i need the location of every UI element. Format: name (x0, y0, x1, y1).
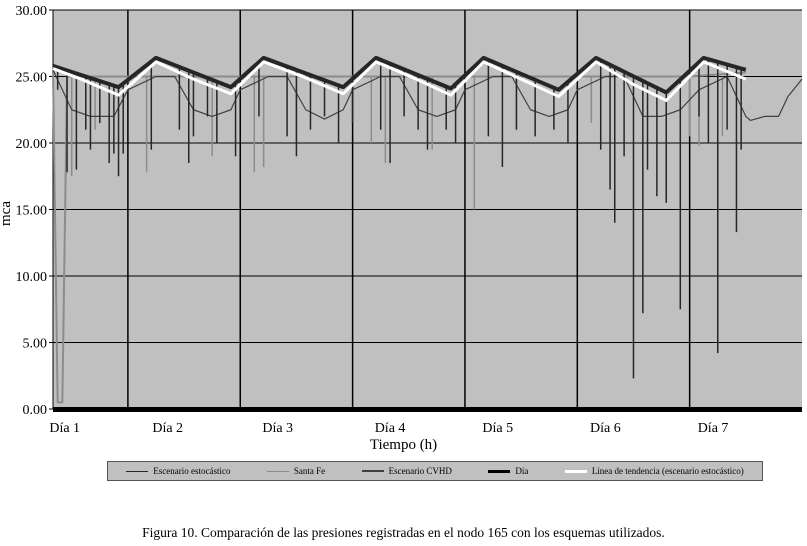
pressure-chart: 0.00 5.00 10.00 15.00 20.00 25.00 30.00 Día 1 Dí… (16, 4, 803, 436)
x-tick-label: Día 6 (590, 421, 621, 436)
legend-label: Línea de tendencia (escenario estocástic… (591, 466, 744, 476)
stochastic-line (52, 55, 747, 95)
legend: Escenario estocástico Santa Fe Escenario… (107, 461, 763, 481)
y-axis-label: mca (0, 201, 14, 226)
dia-series-baseline (53, 407, 802, 412)
legend-swatch (488, 469, 511, 473)
y-tick-label: 20.00 (16, 137, 48, 152)
x-tick-label: Día 5 (482, 421, 513, 436)
y-tick-label: 30.00 (16, 4, 48, 19)
x-tick-label: Día 7 (698, 421, 729, 436)
y-tick-label: 10.00 (16, 270, 48, 285)
legend-label: Escenario estocástico (153, 466, 231, 476)
legend-swatch (266, 470, 289, 472)
trend-line (52, 60, 747, 102)
y-tick-label: 0.00 (23, 403, 48, 418)
legend-item: Línea de tendencia (escenario estocástic… (564, 466, 744, 476)
legend-item: Escenario estocástico (126, 466, 230, 476)
x-tick-label: Día 3 (262, 421, 293, 436)
legend-label: Santa Fe (293, 466, 326, 476)
legend-swatch (564, 469, 587, 473)
x-tick-label: Día 4 (375, 421, 406, 436)
legend-item: Día (488, 466, 528, 476)
x-tick-label: Día 2 (152, 421, 183, 436)
legend-item: Santa Fe (266, 466, 326, 476)
y-tick-label: 5.00 (23, 337, 48, 352)
x-tick-label: Día 1 (49, 421, 80, 436)
legend-item: Escenario CVHD (361, 466, 452, 476)
legend-swatch (361, 470, 384, 472)
figure-caption: Figura 10. Comparación de las presiones … (142, 525, 665, 540)
x-axis-label: Tiempo (h) (369, 437, 438, 453)
y-tick-label: 25.00 (16, 71, 48, 86)
y-tick-label: 15.00 (16, 204, 48, 219)
legend-label: Escenario CVHD (388, 466, 452, 476)
legend-swatch (126, 470, 149, 472)
legend-label: Día (515, 466, 529, 476)
